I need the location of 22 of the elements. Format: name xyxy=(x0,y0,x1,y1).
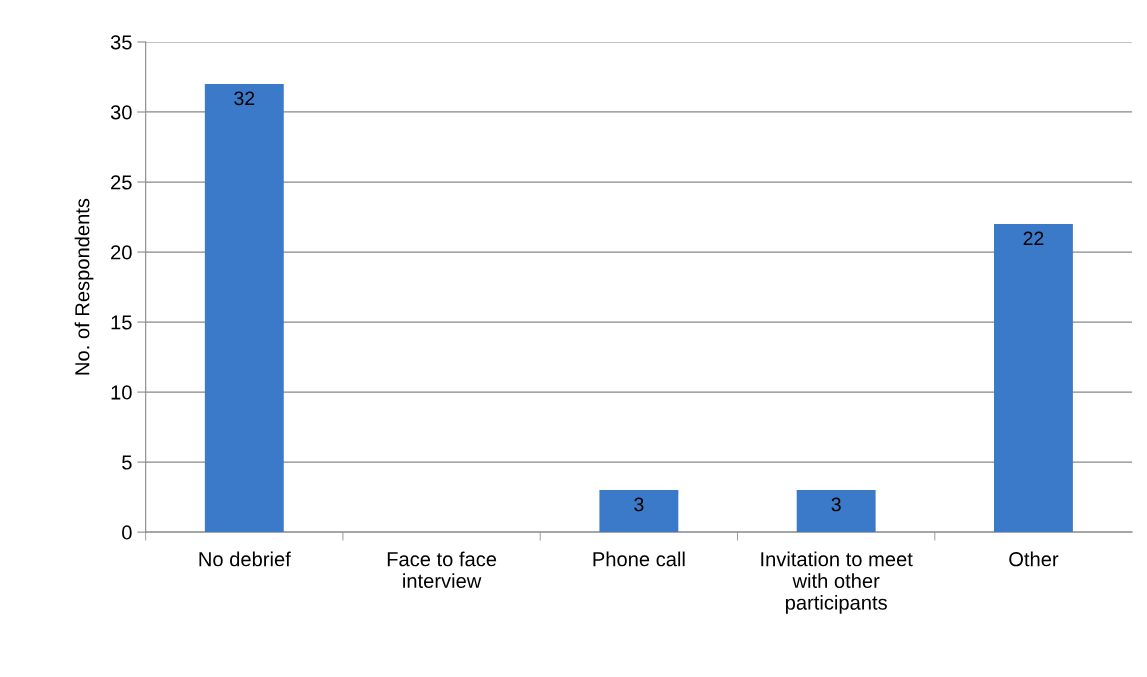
y-tick-label: 5 xyxy=(122,455,132,470)
y-axis-title: No. of Respondents xyxy=(74,198,94,375)
x-tick-label: Invitation to meet with other participants xyxy=(761,551,913,614)
bar xyxy=(599,490,679,533)
y-tick-label: 30 xyxy=(110,105,132,120)
y-tick-label: 0 xyxy=(122,525,132,540)
y-tick-label: 10 xyxy=(111,385,132,400)
data-label: 32 xyxy=(234,91,255,106)
y-tick-label: 20 xyxy=(111,245,132,260)
bar xyxy=(204,83,284,533)
x-tick-label: Face to face interview xyxy=(387,551,497,589)
bar xyxy=(993,224,1073,533)
x-tick-label: No debrief xyxy=(199,551,291,567)
y-tick-label: 15 xyxy=(111,315,132,330)
x-tick-label: Other xyxy=(1009,551,1059,567)
y-tick-label: 35 xyxy=(110,35,132,50)
data-label: 3 xyxy=(831,497,841,512)
bar xyxy=(796,490,876,533)
x-tick-label: Phone call xyxy=(593,551,685,567)
y-tick-label: 25 xyxy=(111,175,132,190)
data-label: 3 xyxy=(634,497,644,512)
data-label: 22 xyxy=(1023,231,1044,246)
